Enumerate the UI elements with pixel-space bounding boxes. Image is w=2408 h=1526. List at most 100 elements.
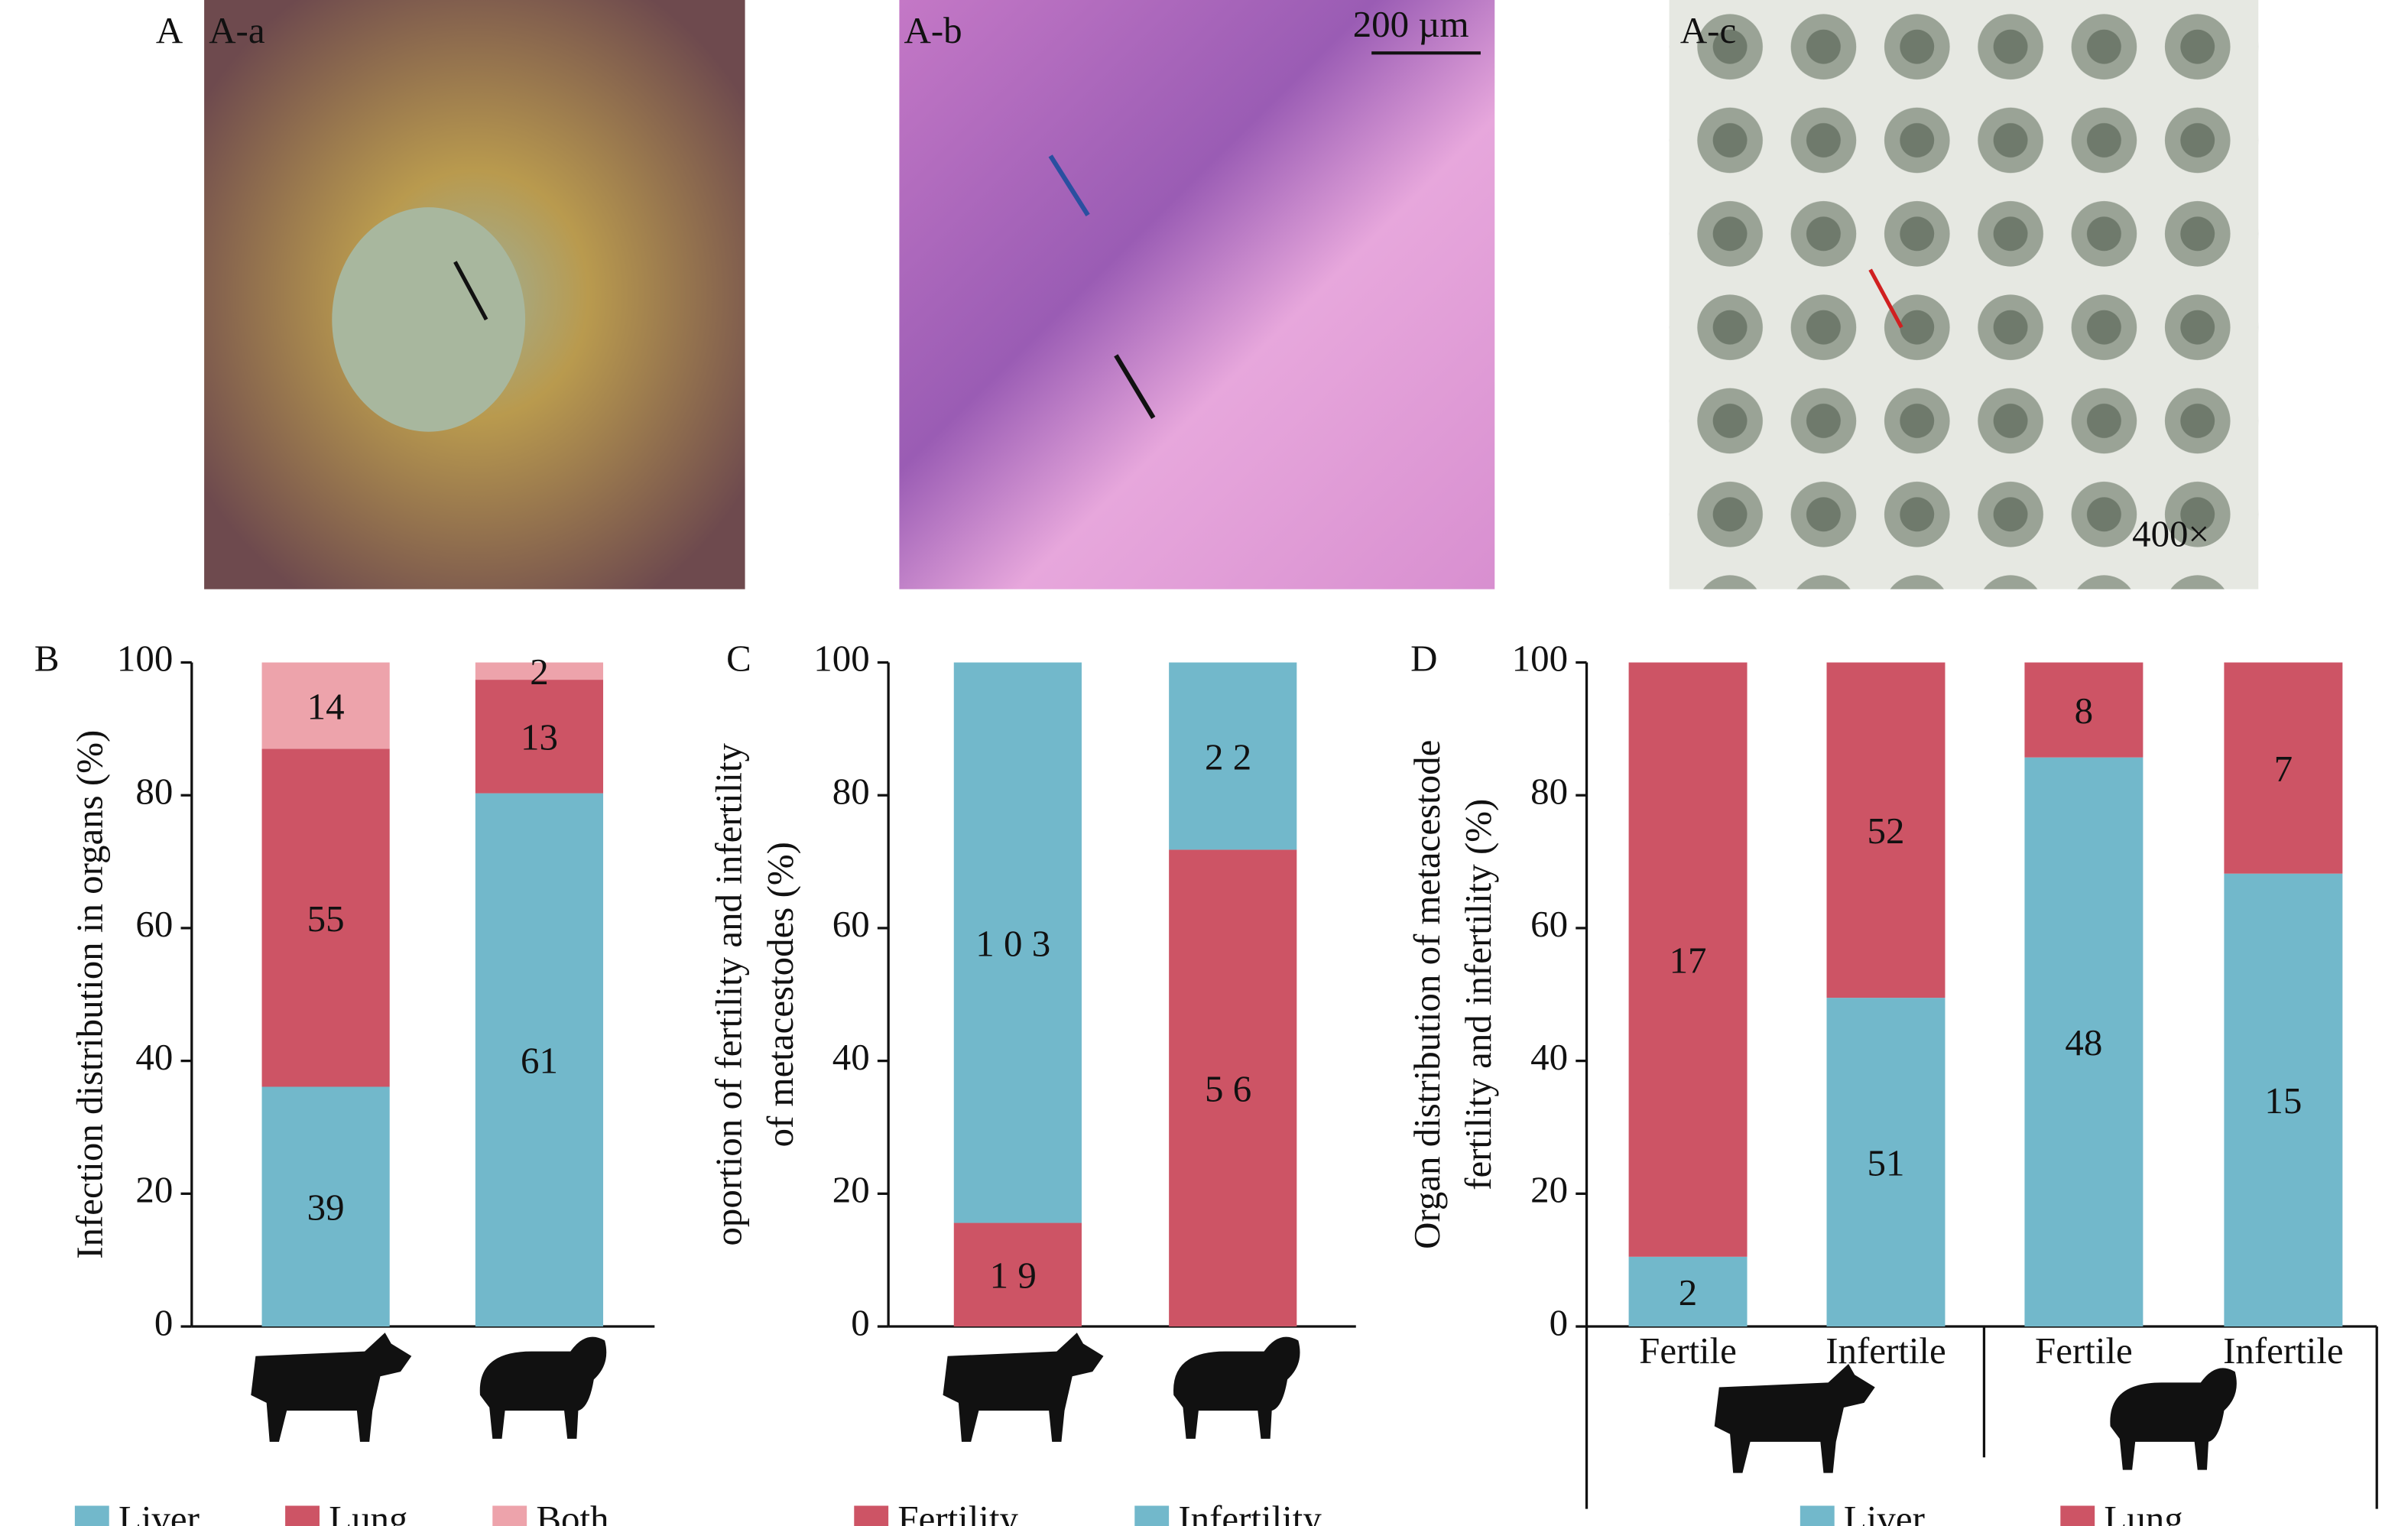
panel-label: C: [726, 638, 751, 680]
bar-segment: [1628, 662, 1748, 1257]
legend-label: Fertility: [897, 1498, 1018, 1526]
y-tick-label: 20: [135, 1169, 173, 1211]
y-axis-label: oportion of fertility and infertility: [707, 742, 749, 1245]
data-label: 51: [1868, 1141, 1905, 1183]
sheep-icon: [479, 1336, 607, 1439]
x-tick-label: Infertile: [1825, 1330, 1946, 1372]
panel-label: B: [34, 638, 60, 680]
bar-segment: [2024, 662, 2144, 758]
photo-histology: [899, 0, 1495, 589]
y-tick-label: 80: [832, 770, 870, 812]
photo-label: A-c: [1680, 9, 1736, 51]
legend-label: Liver: [118, 1498, 200, 1526]
y-tick-label: 20: [1530, 1169, 1568, 1211]
data-label: 8: [2075, 690, 2093, 732]
scale-label: 200 µm: [1353, 3, 1469, 45]
bar-segment: [953, 1222, 1082, 1327]
data-label: 13: [521, 716, 558, 758]
data-label: 22: [1205, 735, 1261, 778]
data-label: 17: [1670, 940, 1707, 982]
y-tick-label: 80: [1530, 770, 1568, 812]
bar-segment: [475, 662, 604, 680]
cattle-icon: [943, 1333, 1104, 1442]
legend-label: Lung: [2104, 1498, 2182, 1526]
panel-label: A: [156, 9, 183, 51]
y-axis-label: Organ distribution of metacestode: [1406, 740, 1448, 1249]
arrow: [1114, 354, 1156, 419]
data-label: 19: [990, 1255, 1046, 1297]
cyst: [332, 207, 526, 432]
data-label: 2: [530, 651, 548, 693]
legend-swatch: [285, 1505, 320, 1526]
y-tick-label: 20: [832, 1169, 870, 1211]
legend-swatch: [1800, 1505, 1835, 1526]
bar-segment: [2224, 873, 2343, 1327]
bar-segment: [261, 748, 390, 1087]
arrow: [453, 261, 488, 321]
x-tick-label: Infertile: [2223, 1330, 2344, 1372]
panel-label: D: [1410, 638, 1437, 680]
sheep-icon: [2110, 1368, 2237, 1470]
y-tick-label: 60: [1530, 903, 1568, 945]
data-label: 39: [307, 1187, 345, 1229]
y-tick-label: 0: [154, 1301, 173, 1343]
y-tick-label: 100: [813, 638, 869, 680]
data-label: 103: [975, 922, 1060, 964]
data-label: 7: [2274, 748, 2293, 790]
data-label: 61: [521, 1040, 558, 1082]
y-tick-label: 0: [851, 1301, 869, 1343]
y-tick-label: 100: [1512, 638, 1568, 680]
bar-segment: [475, 793, 604, 1327]
bar-segment: [475, 680, 604, 794]
y-tick-label: 60: [135, 903, 173, 945]
legend-swatch: [854, 1505, 889, 1526]
magnification: 400×: [2132, 513, 2209, 555]
bar-segment: [1826, 662, 1946, 998]
legend-label: Lung: [329, 1498, 407, 1526]
bar-segment: [2024, 757, 2144, 1327]
legend-swatch: [492, 1505, 527, 1526]
y-tick-label: 40: [135, 1036, 173, 1078]
photo-label: A-b: [904, 9, 962, 51]
data-label: 52: [1868, 810, 1905, 852]
y-tick-label: 40: [832, 1036, 870, 1078]
y-tick-label: 60: [832, 903, 870, 945]
arrow: [1868, 268, 1903, 329]
bar-segment: [261, 1086, 390, 1327]
sheep-icon: [1173, 1336, 1300, 1439]
y-tick-label: 80: [135, 770, 173, 812]
legend-label: Infertility: [1178, 1498, 1322, 1526]
data-label: 2: [1679, 1271, 1697, 1313]
y-axis-label: of metacestodes (%): [759, 842, 801, 1147]
y-tick-label: 0: [1550, 1301, 1568, 1343]
y-tick-label: 100: [117, 638, 173, 680]
photo-microscopy: [1669, 0, 2259, 589]
cattle-icon: [1714, 1363, 1875, 1473]
cattle-icon: [251, 1333, 412, 1442]
y-axis-label: fertility and infertility (%): [1457, 799, 1499, 1190]
data-label: 56: [1205, 1068, 1261, 1110]
bar-segment: [1169, 849, 1297, 1327]
data-label: 14: [307, 685, 345, 727]
data-label: 15: [2264, 1080, 2302, 1122]
data-label: 55: [307, 898, 345, 940]
data-label: 48: [2065, 1021, 2102, 1063]
bar-segment: [953, 662, 1082, 1223]
legend-swatch: [1134, 1505, 1170, 1526]
y-axis-label: Infection distribution in organs (%): [69, 730, 111, 1259]
x-tick-label: Fertile: [2035, 1330, 2133, 1372]
legend-swatch: [74, 1505, 109, 1526]
photo-label: A-a: [209, 9, 265, 51]
bar-segment: [1169, 662, 1297, 850]
legend-label: Both: [536, 1498, 608, 1526]
photo-panels: A A-a A-b 200 µm A-c 400×: [156, 0, 2259, 589]
legend-swatch: [2060, 1505, 2095, 1526]
bar-segment: [261, 662, 390, 749]
bar-segment: [1628, 1256, 1748, 1327]
arrow: [1048, 154, 1090, 216]
bar-segment: [1826, 998, 1946, 1327]
bar-segment: [2224, 662, 2343, 874]
y-tick-label: 40: [1530, 1036, 1568, 1078]
